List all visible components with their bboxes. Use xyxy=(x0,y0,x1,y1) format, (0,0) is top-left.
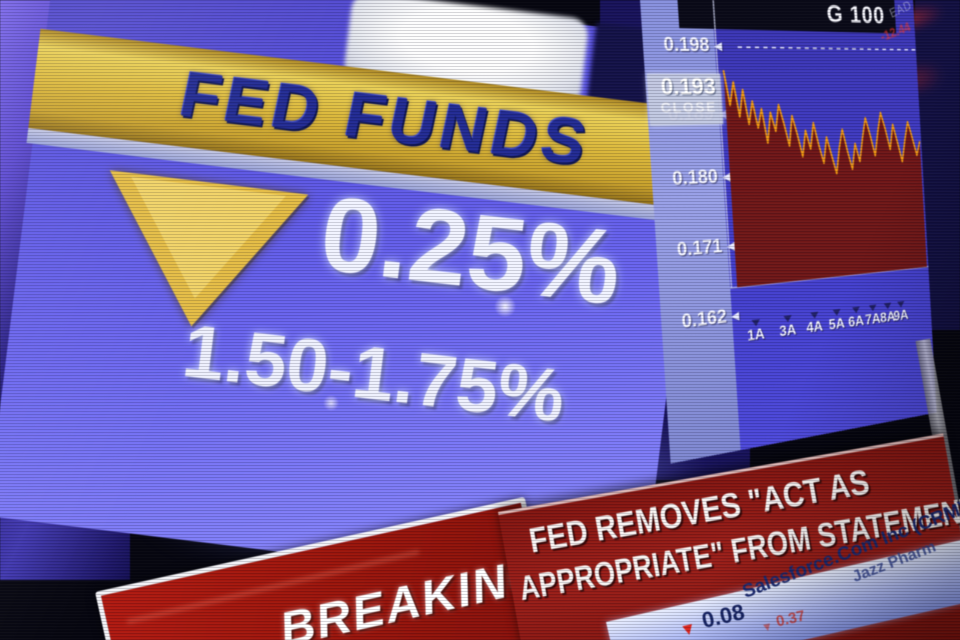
x-tick-icon xyxy=(751,319,761,327)
close-price-value: 0.193 xyxy=(659,73,717,101)
x-tick-icon xyxy=(868,304,877,312)
x-axis-label: 1A xyxy=(746,326,766,345)
x-tick-icon xyxy=(783,315,793,323)
close-dashed-line xyxy=(738,47,916,50)
x-axis-label: 9A xyxy=(893,307,909,325)
close-price-box: 0.193 CLOSE xyxy=(646,73,724,126)
intraday-chart xyxy=(711,0,929,309)
close-price-word: CLOSE xyxy=(660,98,718,117)
x-tick-icon xyxy=(810,311,819,320)
ticker-change-value: 0.08 xyxy=(699,599,747,634)
x-axis-label: 5A xyxy=(828,315,846,334)
x-axis-label: 4A xyxy=(805,318,824,337)
x-tick-icon xyxy=(897,300,905,308)
chart-area-fill xyxy=(723,70,927,288)
x-tick-icon xyxy=(852,306,861,314)
rate-range-value: 1.50-1.75% xyxy=(178,307,570,438)
x-axis-label: 6A xyxy=(847,313,865,331)
intraday-chart-svg xyxy=(711,0,929,309)
y-axis-label: 0.198 ◀ xyxy=(662,33,723,57)
down-triangle-highlight xyxy=(117,176,286,309)
x-axis-label: 7A xyxy=(864,311,881,329)
y-axis-label: 0.180 ◀ xyxy=(671,166,731,190)
ticker-change-value-2: 0.37 xyxy=(774,607,807,631)
x-axis-label: 3A xyxy=(778,322,797,341)
down-arrow-icon: ▼ xyxy=(677,618,699,640)
down-arrow-icon: ▼ xyxy=(759,618,775,636)
x-tick-icon xyxy=(832,308,841,317)
terminal-chart-panel: G 100 EAD -12.44 0.198 ◀ 0.193 CLOSE 0.1… xyxy=(639,0,937,464)
x-axis-labels: 1A 3A 4A 5A 6A 7A 8A 9A xyxy=(732,298,931,352)
x-tick-icon xyxy=(883,302,892,310)
